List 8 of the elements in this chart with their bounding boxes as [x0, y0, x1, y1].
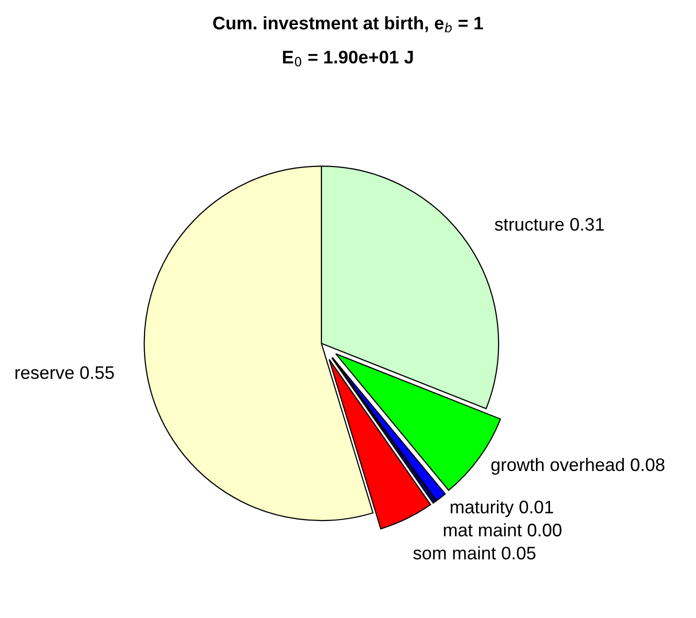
slice-label: structure 0.31 — [494, 218, 604, 231]
chart-title: Cum. investment at birth, e$_{b}$ = 1 — [213, 16, 483, 32]
slice-label: mat maint 0.00 — [444, 523, 562, 536]
chart-subtitle: E$_{0}$ = 1.90e+01 J — [283, 50, 413, 66]
slice-label: growth overhead 0.08 — [491, 458, 664, 475]
slice-label: reserve 0.55 — [15, 366, 114, 380]
slice-label: maturity 0.01 — [450, 500, 554, 517]
slice-label: som maint 0.05 — [413, 546, 536, 560]
